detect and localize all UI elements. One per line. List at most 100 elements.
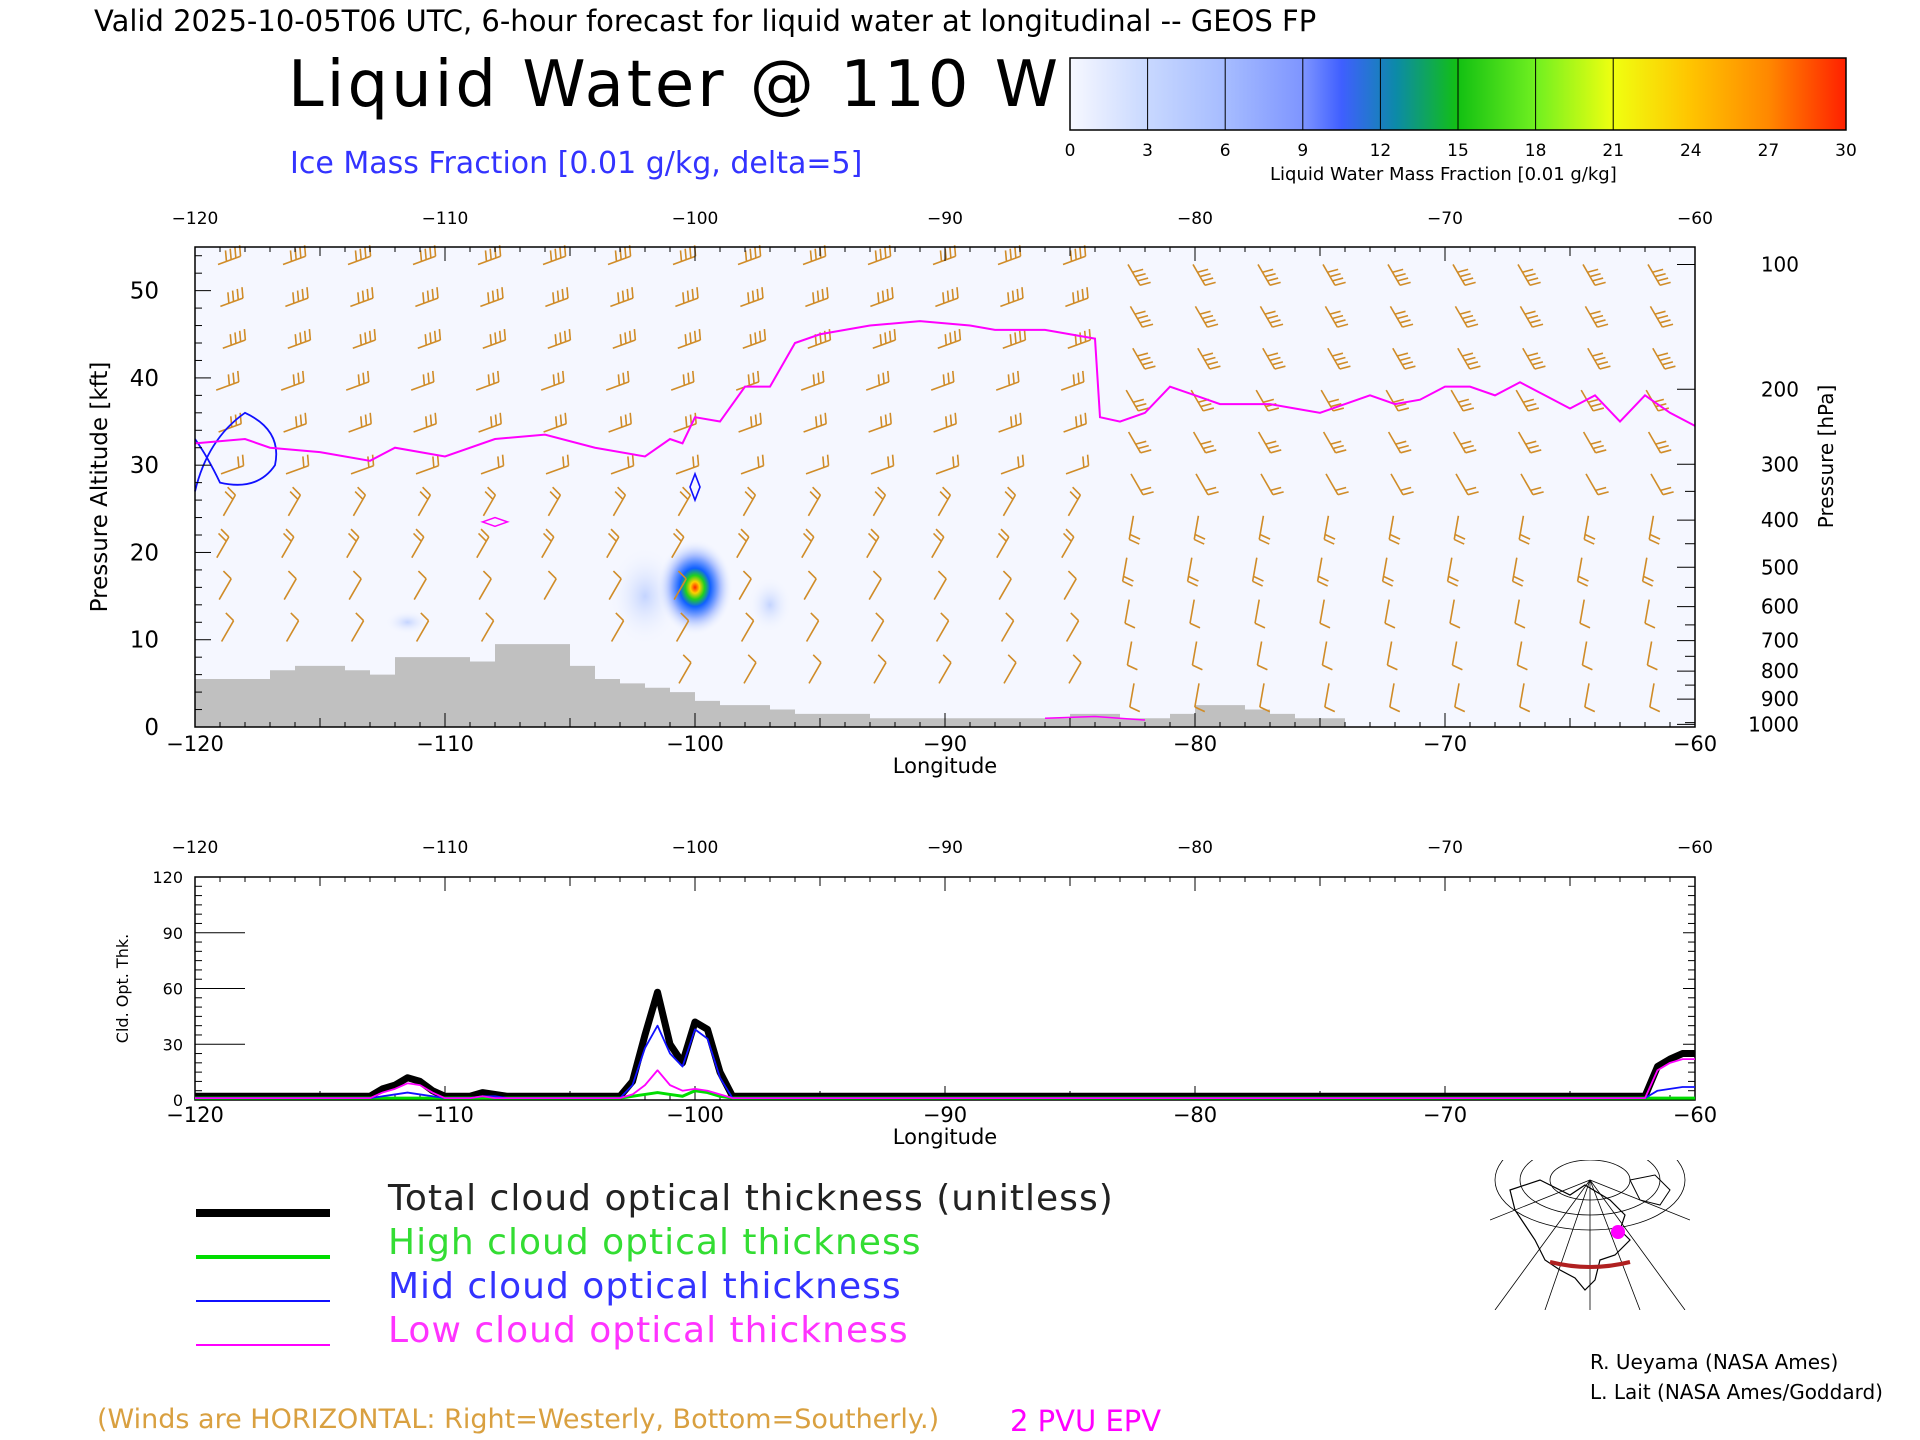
wind-barb-staff (1060, 381, 1085, 391)
wind-barb-staff (1518, 515, 1525, 540)
wind-barb-flag (1067, 570, 1077, 580)
wind-barb (1126, 641, 1138, 671)
wind-barb-staff (930, 381, 955, 391)
wind-barb-flag (747, 654, 757, 664)
wind-barb-flag (1079, 332, 1082, 344)
x-tick-label: −80 (1173, 1103, 1217, 1127)
wind-barb-flag (610, 528, 620, 538)
pressure-tick-label: 1000 (1748, 712, 1799, 736)
wind-barb-flag (615, 612, 625, 622)
wind-barb-flag (1018, 330, 1022, 342)
wind-barb (1582, 264, 1606, 287)
wind-barb (1520, 473, 1544, 496)
wind-barb (287, 329, 312, 349)
wind-barb-flag (1079, 414, 1083, 426)
wind-barb-flag (958, 329, 962, 341)
wind-barb-flag (1594, 356, 1606, 362)
wind-barb (998, 570, 1012, 600)
colorbar-tick-label: 18 (1525, 141, 1547, 161)
wind-barb-flag (292, 374, 296, 386)
cross-section-axes: −120 −120 −110 −110 −100 −100 −90 −90 −80 −80 −70 −… (87, 209, 1838, 778)
wind-barb-flag (352, 570, 362, 580)
wind-barb-staff (807, 339, 831, 349)
wind-barb (1257, 264, 1281, 287)
wind-barb-staff (1385, 389, 1399, 412)
wind-barb-flag (499, 412, 502, 424)
wind-barb-flag (1464, 319, 1476, 324)
wind-barb (996, 528, 1010, 559)
wind-barb-flag (1265, 440, 1277, 445)
wind-barb-staff (675, 297, 699, 308)
wind-barb-flag (1207, 361, 1219, 366)
wind-barb (285, 612, 300, 642)
wind-barb-staff (541, 536, 555, 559)
wind-barb-flag (1464, 281, 1476, 287)
wind-barb-flag (359, 248, 362, 260)
wind-barb-staff (1581, 641, 1588, 666)
epv-2pvu-path (194, 320, 1696, 462)
wind-barb-flag (1453, 538, 1465, 545)
wind-barb (1254, 599, 1266, 629)
wind-barb-flag (1197, 268, 1209, 274)
wind-barb-flag (1144, 365, 1156, 370)
wind-barb-staff (1520, 473, 1534, 496)
wind-barb-flag (1318, 575, 1329, 582)
wind-barb-staff (1065, 464, 1089, 475)
wind-barb-flag (1269, 319, 1281, 324)
wind-barb-staff (1647, 431, 1662, 454)
wind-barb-flag (364, 246, 367, 259)
wind-barb (872, 329, 897, 349)
pressure-tick-label: 500 (1761, 555, 1799, 579)
wind-barb-staff (1063, 423, 1087, 433)
wind-barb-flag (1017, 456, 1020, 468)
wind-barb-flag (617, 292, 620, 304)
wind-barb-flag (877, 374, 881, 386)
wind-barb-flag (241, 287, 244, 299)
wind-barb-flag (740, 528, 750, 538)
wind-barb-staff (1193, 515, 1200, 540)
x-tick-label-top: −120 (172, 838, 219, 858)
wind-barb (482, 329, 507, 349)
wind-barb-flag (1335, 486, 1347, 492)
wind-barb-flag (1128, 538, 1140, 545)
wind-barb-flag (691, 288, 695, 300)
liquid-water-maximum (657, 539, 733, 636)
wind-barb (740, 454, 765, 475)
wind-barb-staff (933, 578, 947, 600)
wind-barb-flag (1334, 356, 1346, 362)
wind-barb-flag (1072, 374, 1076, 386)
wind-barb-staff (218, 578, 232, 600)
wind-barb-flag (685, 416, 688, 428)
wind-barb-flag (617, 374, 621, 386)
x-tick-label: −120 (166, 732, 224, 756)
wind-barb-flag (1202, 407, 1215, 412)
wind-barb-flag (1000, 528, 1010, 538)
wind-barb-staff (417, 494, 432, 517)
colorbar-tick-label: 27 (1758, 141, 1780, 161)
wind-barb-flag (1188, 575, 1199, 582)
wind-barb-staff (1649, 305, 1664, 328)
wind-barb-flag (1075, 416, 1078, 428)
wind-barb-staff (545, 464, 569, 475)
wind-barb (413, 412, 437, 433)
wind-barb (1324, 683, 1336, 713)
wind-barb-flag (1139, 319, 1151, 324)
wind-barb-staff (1387, 264, 1401, 286)
colorbar-dividers (1147, 58, 1614, 130)
wind-barb-flag (1657, 352, 1669, 357)
wind-barb-flag (566, 454, 570, 466)
wind-barb-flag (1595, 449, 1607, 454)
wind-barb-flag (1643, 575, 1654, 582)
wind-barb (1000, 287, 1024, 308)
wind-barb (216, 528, 230, 559)
wind-barb (1327, 347, 1351, 370)
credit-lait: L. Lait (NASA Ames/Goddard) (1590, 1380, 1883, 1404)
wind-barb-staff (672, 255, 696, 266)
wind-barb-flag (1590, 402, 1602, 408)
wind-barb-flag (225, 612, 235, 622)
wind-barb-staff (417, 339, 441, 349)
ice-contour (689, 471, 701, 503)
wind-barb-flag (1332, 352, 1344, 357)
wind-barb-flag (1200, 440, 1212, 445)
wind-barb-flag (1272, 361, 1284, 366)
